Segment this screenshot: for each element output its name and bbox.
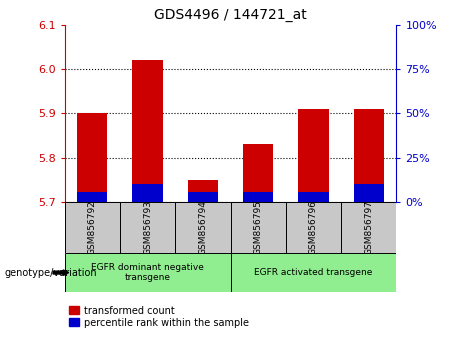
Title: GDS4496 / 144721_at: GDS4496 / 144721_at: [154, 8, 307, 22]
Bar: [230, 202, 286, 253]
Bar: [77, 113, 107, 202]
Bar: [188, 180, 218, 202]
Legend: transformed count, percentile rank within the sample: transformed count, percentile rank withi…: [70, 306, 249, 328]
Text: GSM856795: GSM856795: [254, 200, 263, 255]
Bar: [132, 60, 163, 202]
Bar: [243, 144, 273, 202]
Text: EGFR activated transgene: EGFR activated transgene: [254, 268, 372, 277]
Bar: [298, 109, 329, 202]
Bar: [77, 192, 107, 202]
Bar: [120, 202, 175, 253]
Text: genotype/variation: genotype/variation: [5, 268, 97, 278]
Bar: [354, 184, 384, 202]
Bar: [132, 184, 163, 202]
Bar: [298, 192, 329, 202]
Text: GSM856793: GSM856793: [143, 200, 152, 255]
Bar: [188, 192, 218, 202]
Text: EGFR dominant negative
transgene: EGFR dominant negative transgene: [91, 263, 204, 282]
Bar: [65, 202, 120, 253]
Bar: [243, 192, 273, 202]
Text: GSM856794: GSM856794: [198, 200, 207, 255]
Bar: [341, 202, 396, 253]
Bar: [354, 109, 384, 202]
Text: GSM856796: GSM856796: [309, 200, 318, 255]
Bar: [175, 202, 230, 253]
Text: GSM856792: GSM856792: [88, 200, 97, 255]
Bar: [230, 253, 396, 292]
Bar: [286, 202, 341, 253]
Text: GSM856797: GSM856797: [364, 200, 373, 255]
Bar: [65, 253, 230, 292]
